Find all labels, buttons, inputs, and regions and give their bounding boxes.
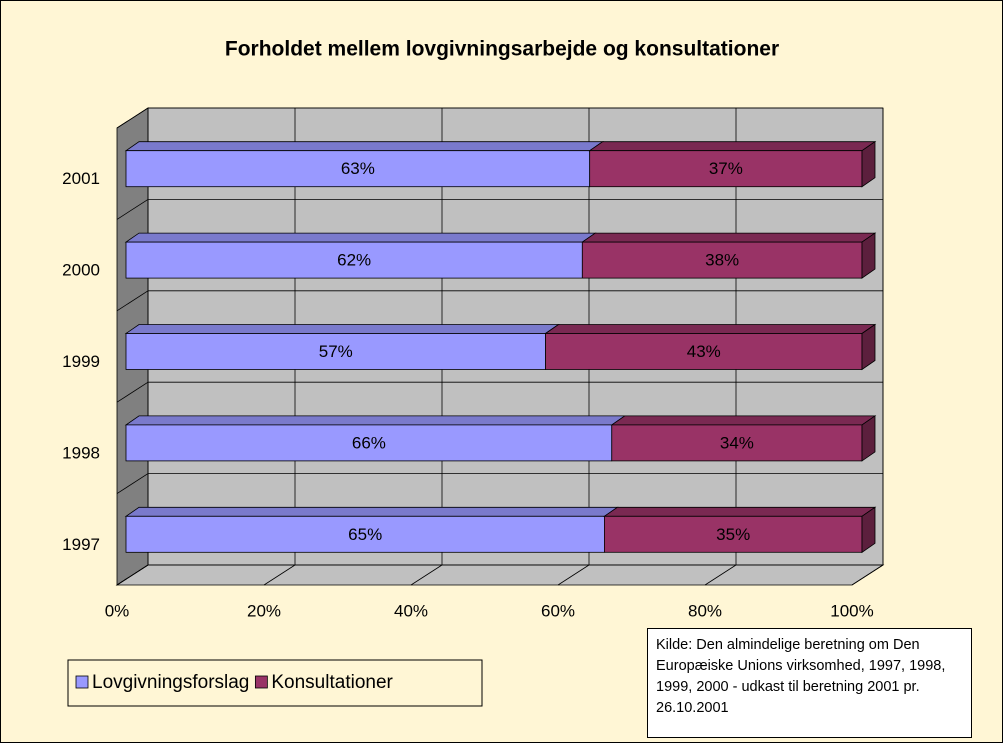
bar — [545, 333, 863, 370]
legend-box — [67, 659, 483, 707]
bar-top — [124, 324, 560, 334]
legend-swatch — [75, 675, 89, 689]
bar-top — [588, 141, 877, 152]
bar-top — [124, 415, 627, 426]
bar — [125, 241, 583, 279]
y-tick-label: 1999 — [62, 352, 100, 371]
bar-end — [861, 323, 876, 371]
x-tick-label: 80% — [688, 601, 722, 620]
data-label: 65% — [348, 525, 382, 544]
bar — [125, 333, 546, 370]
y-tick-label: 1997 — [62, 535, 100, 554]
data-label: 35% — [716, 525, 750, 544]
grid-line — [851, 564, 884, 586]
bar — [125, 515, 605, 553]
y-tick-label: 2001 — [62, 169, 100, 188]
grid-line — [116, 564, 149, 586]
x-tick-label: 0% — [105, 601, 130, 620]
grid-line — [263, 564, 296, 586]
grid-line — [557, 564, 590, 586]
grid-line — [704, 564, 737, 586]
data-label: 66% — [352, 433, 386, 452]
category-divider — [116, 473, 149, 494]
data-label: 62% — [337, 251, 371, 270]
data-label: 63% — [341, 159, 375, 178]
bar — [125, 424, 613, 462]
bar-top — [124, 141, 604, 152]
bar-top — [603, 506, 877, 517]
bar-top — [581, 232, 877, 243]
bar — [604, 515, 863, 553]
data-label: 57% — [319, 342, 353, 361]
data-label: 38% — [705, 251, 739, 270]
y-tick-label: 1998 — [62, 443, 100, 462]
legend-label: Konsultationer — [271, 672, 393, 693]
category-divider — [116, 381, 149, 403]
bar-top — [124, 506, 619, 517]
legend-swatch — [254, 675, 268, 689]
legend-label: Lovgivningsforslag — [92, 672, 249, 693]
bar-end — [861, 232, 876, 279]
bar-end — [861, 415, 876, 462]
x-tick-label: 60% — [541, 601, 575, 620]
category-divider — [116, 107, 149, 129]
x-tick-label: 40% — [394, 601, 428, 620]
bar-end — [861, 140, 876, 188]
grid-line — [410, 564, 443, 586]
x-tick-label: 100% — [830, 601, 873, 620]
floor — [115, 564, 885, 586]
category-divider — [116, 199, 149, 220]
data-label: 37% — [709, 159, 743, 178]
category-divider — [116, 290, 149, 312]
bar-top — [610, 415, 877, 426]
chart-title: Forholdet mellem lovgivningsarbejde og k… — [225, 38, 779, 61]
x-tick-label: 20% — [247, 601, 281, 620]
bar-top — [544, 324, 877, 334]
bar-end — [861, 506, 876, 554]
data-label: 34% — [720, 433, 754, 452]
bar — [589, 150, 863, 188]
data-label: 43% — [687, 342, 721, 361]
y-tick-label: 2000 — [62, 261, 100, 280]
bar — [581, 241, 863, 279]
bar-top — [124, 232, 597, 243]
source-note: Kilde: Den almindelige beretning om Den … — [647, 628, 972, 738]
